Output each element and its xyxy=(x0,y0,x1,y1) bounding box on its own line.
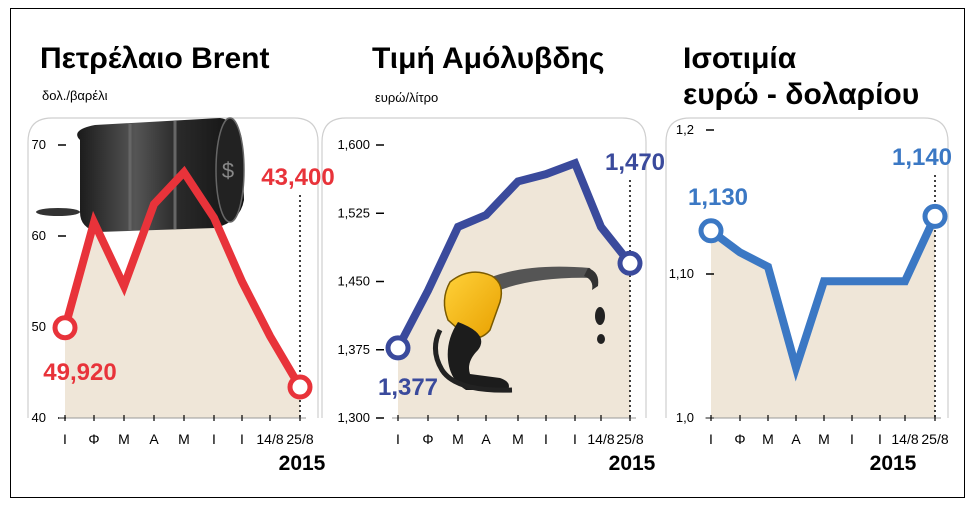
panel-outline-2 xyxy=(665,117,949,418)
y-tick-label-2-2: 1,0 xyxy=(676,410,694,425)
x-tick-label-2-6: Ι xyxy=(878,431,882,447)
year-label-0: 2015 xyxy=(279,452,326,475)
x-tick-label-2-5: Ι xyxy=(850,431,854,447)
x-tick-label-1-5: Ι xyxy=(544,431,548,447)
x-tick-label-0-1: Φ xyxy=(88,431,99,447)
first-value-label-0: 49,920 xyxy=(43,359,116,386)
x-tick-label-1-7: 14/8 xyxy=(587,431,614,447)
last-point-marker-0 xyxy=(287,374,313,400)
infographic-frame xyxy=(10,8,965,498)
first-value-label-1: 1,377 xyxy=(378,374,438,401)
x-tick-label-2-4: Μ xyxy=(818,431,830,447)
x-tick-label-0-6: Ι xyxy=(240,431,244,447)
x-tick-label-0-0: Ι xyxy=(63,431,67,447)
brent-unit: δολ./βαρέλι xyxy=(42,88,108,103)
y-tick-label-1-2: 1,450 xyxy=(337,274,370,289)
y-tick-label-1-3: 1,375 xyxy=(337,342,370,357)
first-point-marker-1 xyxy=(385,335,411,361)
x-tick-label-1-8: 25/8 xyxy=(616,431,643,447)
y-tick-label-2-0: 1,2 xyxy=(676,122,694,137)
fx-title-line-1: Ισοτιμία xyxy=(683,42,797,75)
x-tick-label-2-3: Α xyxy=(791,431,801,447)
svg-text:$: $ xyxy=(222,158,234,183)
series-line-1 xyxy=(394,158,634,350)
x-tick-label-0-2: Μ xyxy=(118,431,130,447)
last-value-label-0: 43,400 xyxy=(261,164,334,191)
first-point-marker-2 xyxy=(698,218,724,244)
year-label-2: 2015 xyxy=(870,452,917,475)
y-tick-label-0-1: 60 xyxy=(32,228,46,243)
y-tick-label-0-3: 40 xyxy=(32,410,46,425)
x-tick-label-0-8: 25/8 xyxy=(286,431,313,447)
x-tick-label-2-1: Φ xyxy=(734,431,745,447)
panel-outline-0 xyxy=(27,117,319,418)
x-tick-label-2-0: Ι xyxy=(709,431,713,447)
y-tick-label-1-4: 1,300 xyxy=(337,410,370,425)
x-tick-label-1-4: Μ xyxy=(512,431,524,447)
last-value-label-2: 1,140 xyxy=(892,144,952,171)
x-tick-label-1-3: Α xyxy=(481,431,491,447)
x-tick-label-1-0: Ι xyxy=(396,431,400,447)
y-tick-label-2-1: 1,10 xyxy=(669,266,694,281)
last-point-marker-1 xyxy=(617,250,643,276)
last-point-marker-2 xyxy=(922,203,948,229)
x-tick-label-0-5: Ι xyxy=(212,431,216,447)
petrol-title: Τιμή Αμόλυβδης xyxy=(372,42,605,75)
x-tick-label-0-4: Μ xyxy=(178,431,190,447)
x-tick-label-1-1: Φ xyxy=(422,431,433,447)
x-tick-label-2-2: Μ xyxy=(762,431,774,447)
x-tick-label-0-7: 14/8 xyxy=(256,431,283,447)
x-tick-label-1-6: Ι xyxy=(573,431,577,447)
y-tick-label-1-0: 1,600 xyxy=(337,137,370,152)
x-tick-label-2-7: 14/8 xyxy=(891,431,918,447)
series-line-2 xyxy=(708,214,939,382)
last-value-label-1: 1,470 xyxy=(605,149,665,176)
first-value-label-2: 1,130 xyxy=(688,184,748,211)
area-fill-0 xyxy=(65,172,300,418)
brent-title: Πετρέλαιο Brent xyxy=(40,42,270,75)
panel-outline-1 xyxy=(321,117,647,418)
year-label-1: 2015 xyxy=(609,452,656,475)
y-tick-label-1-1: 1,525 xyxy=(337,205,370,220)
fx-title-line-2: ευρώ - δολαρίου xyxy=(683,78,920,111)
fuel-nozzle-icon xyxy=(433,266,605,393)
y-tick-label-0-0: 70 xyxy=(32,137,46,152)
area-fill-2 xyxy=(711,216,935,418)
x-tick-label-1-2: Μ xyxy=(452,431,464,447)
series-line-0 xyxy=(61,165,304,390)
x-tick-label-2-8: 25/8 xyxy=(921,431,948,447)
y-tick-label-0-2: 50 xyxy=(32,319,46,334)
petrol-unit: ευρώ/λίτρο xyxy=(375,90,439,105)
first-point-marker-0 xyxy=(52,315,78,341)
x-tick-label-0-3: Α xyxy=(149,431,159,447)
